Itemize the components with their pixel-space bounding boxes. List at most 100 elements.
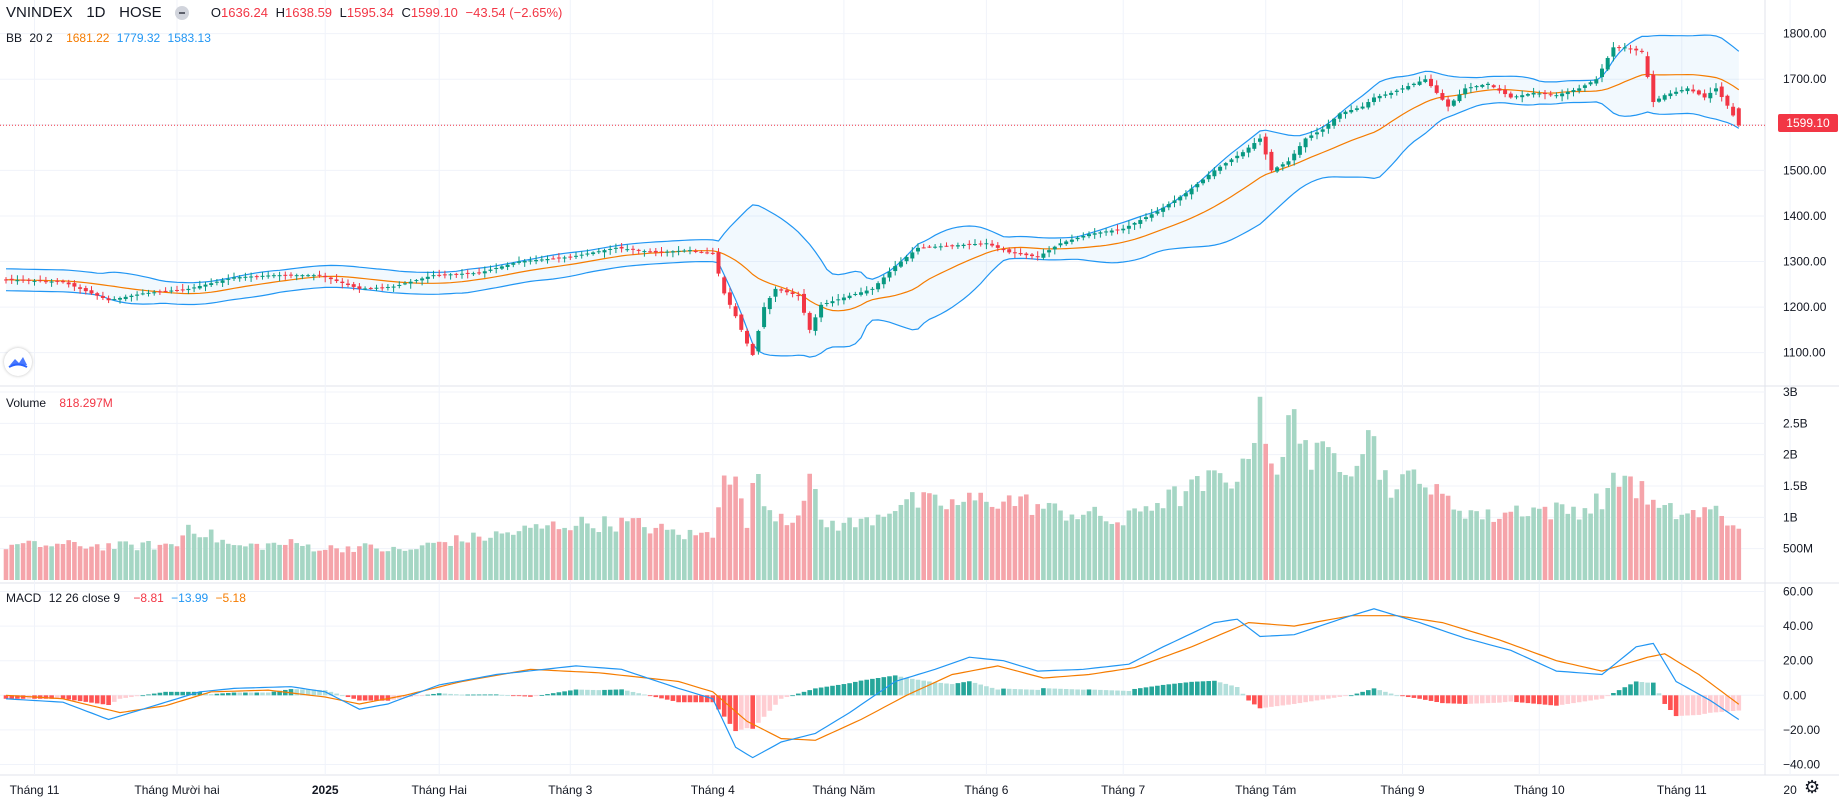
- volume-bar: [1337, 472, 1343, 580]
- macd-histogram-bar: [1291, 695, 1297, 704]
- macd-histogram-bar: [989, 687, 995, 696]
- macd-histogram-bar: [243, 692, 248, 696]
- macd-histogram-bar: [539, 694, 545, 696]
- volume-bar: [613, 531, 619, 580]
- candle-body: [1069, 239, 1074, 242]
- candle-body: [1617, 47, 1622, 49]
- macd-histogram-bar: [1628, 684, 1633, 696]
- macd-histogram-bar: [596, 690, 602, 696]
- symbol-legend[interactable]: VNINDEX 1D HOSE O1636.24 H1638.59 L1595.…: [6, 5, 566, 21]
- candle-body: [1429, 78, 1433, 87]
- candle-body: [118, 297, 122, 300]
- time-tick-label: Tháng 11: [10, 783, 60, 797]
- volume-bar: [471, 532, 476, 580]
- candle-body: [214, 281, 219, 283]
- macd-histogram-bar: [1508, 695, 1514, 702]
- candle-body: [1582, 85, 1587, 88]
- volume-bar: [830, 520, 835, 580]
- candle-body: [693, 251, 698, 253]
- volume-bar: [647, 533, 653, 580]
- macd-histogram-bar: [1719, 695, 1724, 712]
- macd-histogram-bar: [1485, 695, 1491, 704]
- bb-legend[interactable]: BB 20 2 1681.22 1779.32 1583.13: [6, 30, 215, 46]
- volume-bar: [858, 518, 864, 580]
- macd-histogram-bar: [476, 694, 482, 696]
- volume-bar: [1605, 488, 1610, 580]
- candle-body: [1121, 228, 1126, 231]
- volume-bar: [1348, 476, 1354, 580]
- candle-body: [961, 244, 966, 247]
- candle-body: [488, 269, 493, 271]
- macd-histogram-bar: [653, 695, 659, 698]
- candle-body: [1326, 124, 1331, 129]
- volume-bar: [932, 494, 938, 580]
- minus-pill-icon[interactable]: [175, 5, 190, 20]
- candle-body: [642, 251, 647, 253]
- macd-legend[interactable]: MACD 12 26 close 9 −8.81 −13.99 −5.18: [6, 590, 250, 606]
- price-tick-label: 1200.00: [1783, 300, 1827, 314]
- macd-histogram-bar: [1366, 690, 1371, 696]
- candle-body: [1092, 233, 1097, 235]
- macd-histogram-bar: [1149, 686, 1154, 696]
- candle-body: [180, 289, 185, 291]
- macd-histogram-bar: [345, 695, 351, 698]
- candle-body: [716, 252, 721, 274]
- macd-histogram-bar: [214, 693, 220, 696]
- candle-body: [824, 302, 829, 304]
- gear-icon[interactable]: ⚙: [1804, 777, 1821, 797]
- volume-bar: [1263, 443, 1268, 580]
- candle-body: [95, 293, 100, 296]
- candle-body: [1508, 93, 1513, 98]
- macd-histogram-bar: [1132, 688, 1137, 696]
- macd-histogram-bar: [1616, 690, 1622, 696]
- volume-bar: [1120, 525, 1126, 580]
- volume-tick-label: 3B: [1783, 385, 1798, 399]
- volume-bar: [875, 514, 881, 580]
- macd-histogram-bar: [419, 695, 425, 697]
- candle-body: [990, 243, 995, 246]
- candle-body: [1668, 93, 1673, 97]
- volume-bar: [1309, 469, 1314, 580]
- candle-body: [294, 275, 299, 277]
- volume-legend[interactable]: Volume 818.297M: [6, 395, 117, 411]
- candle-body: [306, 275, 311, 277]
- macd-histogram-bar: [197, 691, 203, 696]
- tradingview-logo-icon[interactable]: [4, 348, 32, 376]
- macd-histogram-bar: [1400, 695, 1405, 697]
- volume-bar: [288, 539, 294, 580]
- macd-histogram-bar: [778, 695, 784, 699]
- bb-basis-line: [5, 73, 1740, 312]
- price-tick-label: 1300.00: [1783, 255, 1827, 269]
- macd-histogram-bar: [134, 695, 140, 697]
- volume-bar: [1405, 470, 1411, 580]
- macd-histogram-bar: [910, 678, 915, 696]
- macd-histogram-bar: [522, 695, 527, 697]
- candle-body: [830, 301, 835, 304]
- macd-histogram-bar: [454, 694, 459, 696]
- volume-bar: [642, 527, 647, 580]
- macd-histogram-bar: [607, 689, 613, 696]
- macd-histogram-bar: [761, 695, 767, 717]
- macd-histogram-bar: [368, 695, 374, 701]
- candle-body: [1132, 222, 1137, 225]
- interval[interactable]: 1D: [86, 4, 106, 21]
- symbol-name[interactable]: VNINDEX: [6, 4, 73, 21]
- macd-histogram-bar: [317, 689, 322, 696]
- candle-body: [579, 254, 584, 256]
- volume-bar: [94, 544, 100, 580]
- macd-histogram-bar: [1200, 681, 1206, 696]
- macd-histogram-bar: [1730, 695, 1736, 711]
- candle-body: [1309, 135, 1314, 138]
- macd-histogram-bar: [813, 688, 818, 696]
- macd-histogram-bar: [1069, 689, 1075, 696]
- candle-body: [796, 295, 801, 297]
- volume-bar: [1616, 486, 1622, 580]
- volume-bar: [425, 542, 431, 580]
- volume-bar: [750, 482, 755, 580]
- candle-body: [545, 258, 550, 261]
- candle-body: [1389, 92, 1394, 95]
- candle-body: [625, 249, 630, 251]
- volume-bar: [910, 492, 915, 580]
- macd-histogram-bar: [1668, 695, 1673, 711]
